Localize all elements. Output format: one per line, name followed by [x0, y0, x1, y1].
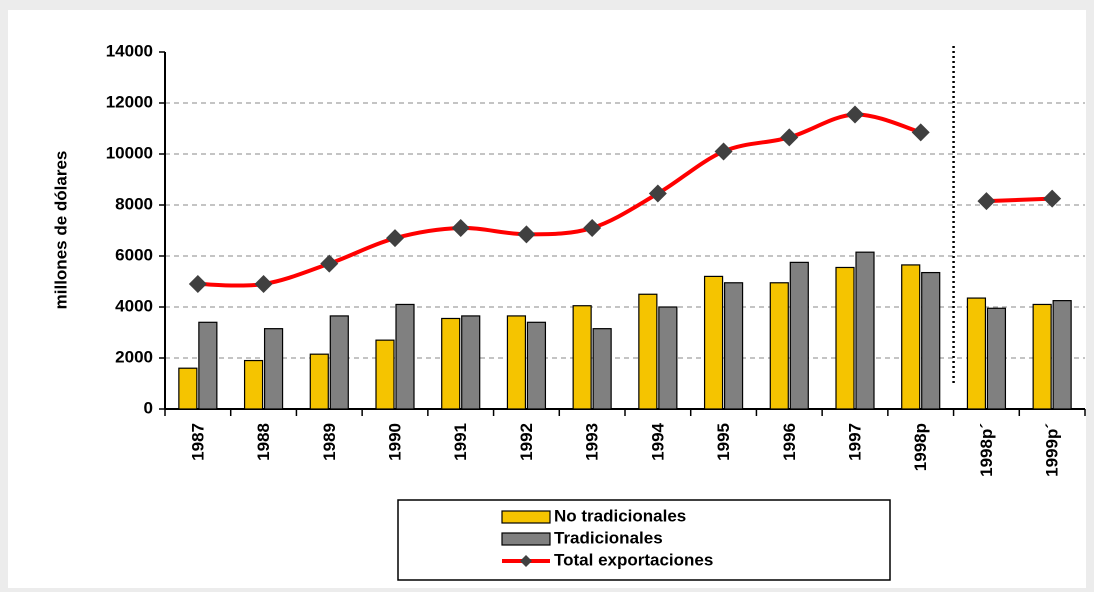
marker: [386, 229, 404, 248]
marker: [714, 142, 733, 161]
y-tick-label: 6000: [115, 245, 153, 264]
y-tick-label: 12000: [106, 92, 153, 111]
legend-marker: [520, 555, 532, 567]
x-tick-label: 1990: [385, 423, 404, 461]
marker: [320, 254, 339, 273]
bar: [901, 264, 921, 410]
bar: [638, 293, 658, 410]
x-tick-label: 1994: [648, 422, 667, 460]
marker: [648, 184, 667, 203]
legend-box: [397, 499, 891, 581]
y-tick-label: 4000: [115, 296, 153, 315]
bar: [723, 282, 744, 410]
bar: [441, 317, 461, 410]
bar: [835, 266, 855, 410]
bar: [966, 297, 987, 410]
bar: [703, 275, 724, 410]
x-tick-label: 1997: [845, 423, 864, 461]
line: [986, 196, 1053, 204]
bar: [921, 271, 941, 410]
legend-label: Tradicionales: [554, 528, 663, 547]
legend-swatch: [501, 532, 551, 546]
marker: [911, 123, 930, 142]
bar: [1052, 300, 1072, 410]
y-tick-label: 8000: [115, 194, 153, 213]
marker: [1043, 189, 1062, 208]
bar: [506, 315, 527, 410]
bar: [572, 305, 592, 410]
x-tick-label: 1996: [780, 423, 799, 461]
bar: [986, 307, 1007, 410]
bar: [769, 282, 789, 410]
marker: [517, 225, 536, 244]
legend-label: Total exportaciones: [554, 550, 713, 569]
x-tick-label: 1988: [254, 423, 273, 461]
x-tick-label: 1992: [517, 423, 536, 461]
marker: [188, 275, 207, 294]
x-tick-label: 1998p: [911, 423, 930, 471]
bar: [395, 303, 415, 410]
legend-label: No tradicionales: [554, 506, 686, 525]
y-axis-label: millones de dólares: [51, 151, 70, 310]
x-tick-label: 1989: [320, 423, 339, 461]
marker: [451, 218, 470, 237]
y-tick-label: 10000: [106, 143, 153, 162]
bar: [855, 251, 875, 410]
legend-swatch: [501, 510, 551, 524]
y-tick-label: 0: [144, 398, 153, 417]
bar: [329, 315, 349, 410]
marker: [846, 105, 864, 124]
x-tick-label: 1999p´: [1043, 423, 1062, 477]
bar: [375, 339, 395, 410]
bar: [198, 321, 218, 410]
bar: [461, 315, 481, 410]
bar: [592, 328, 612, 410]
bar: [309, 353, 329, 410]
y-tick-label: 2000: [115, 347, 153, 366]
bar: [526, 321, 547, 410]
marker: [583, 218, 602, 237]
x-tick-label: 1993: [583, 423, 602, 461]
marker: [977, 192, 996, 211]
x-tick-label: 1987: [188, 423, 207, 461]
y-tick-label: 14000: [106, 41, 153, 60]
bar: [658, 306, 678, 410]
marker: [254, 275, 273, 294]
x-tick-label: 1998p´: [977, 423, 996, 477]
bar: [1032, 303, 1052, 410]
marker: [780, 128, 799, 147]
bar: [243, 359, 264, 410]
bar: [263, 328, 284, 410]
x-tick-label: 1991: [451, 423, 470, 461]
bar: [178, 367, 198, 410]
x-tick-label: 1995: [714, 423, 733, 461]
bar: [789, 261, 809, 410]
